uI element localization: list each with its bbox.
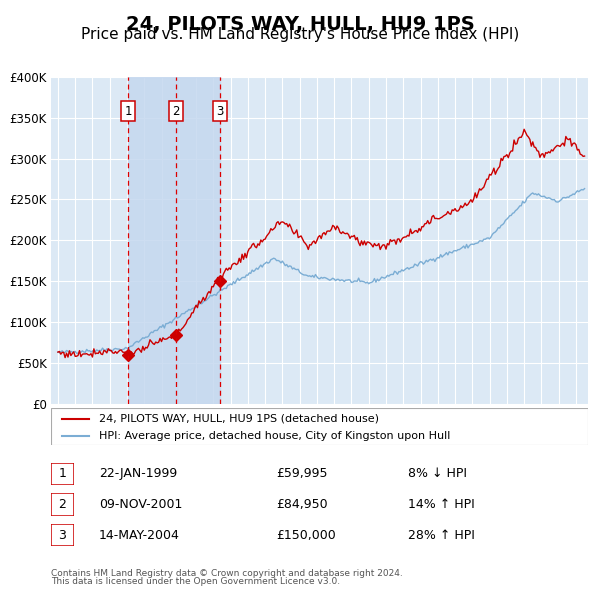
Text: £150,000: £150,000 bbox=[276, 529, 336, 542]
Text: 22-JAN-1999: 22-JAN-1999 bbox=[99, 467, 177, 480]
FancyBboxPatch shape bbox=[51, 524, 74, 546]
Text: 28% ↑ HPI: 28% ↑ HPI bbox=[408, 529, 475, 542]
Text: This data is licensed under the Open Government Licence v3.0.: This data is licensed under the Open Gov… bbox=[51, 578, 340, 586]
Text: 2: 2 bbox=[173, 104, 180, 117]
Text: 14% ↑ HPI: 14% ↑ HPI bbox=[408, 498, 475, 511]
Text: Price paid vs. HM Land Registry's House Price Index (HPI): Price paid vs. HM Land Registry's House … bbox=[81, 27, 519, 41]
Text: 14-MAY-2004: 14-MAY-2004 bbox=[99, 529, 180, 542]
Text: 3: 3 bbox=[216, 104, 223, 117]
Text: 24, PILOTS WAY, HULL, HU9 1PS: 24, PILOTS WAY, HULL, HU9 1PS bbox=[125, 15, 475, 34]
Text: 2: 2 bbox=[58, 498, 67, 511]
Text: £84,950: £84,950 bbox=[276, 498, 328, 511]
Text: 24, PILOTS WAY, HULL, HU9 1PS (detached house): 24, PILOTS WAY, HULL, HU9 1PS (detached … bbox=[100, 414, 379, 424]
Text: 3: 3 bbox=[58, 529, 67, 542]
Text: 8% ↓ HPI: 8% ↓ HPI bbox=[408, 467, 467, 480]
Text: Contains HM Land Registry data © Crown copyright and database right 2024.: Contains HM Land Registry data © Crown c… bbox=[51, 569, 403, 578]
FancyBboxPatch shape bbox=[51, 493, 74, 516]
Bar bbox=[128, 77, 220, 404]
Text: £59,995: £59,995 bbox=[276, 467, 328, 480]
FancyBboxPatch shape bbox=[51, 463, 74, 485]
FancyBboxPatch shape bbox=[51, 408, 588, 445]
Text: 1: 1 bbox=[58, 467, 67, 480]
Text: HPI: Average price, detached house, City of Kingston upon Hull: HPI: Average price, detached house, City… bbox=[100, 431, 451, 441]
Text: 09-NOV-2001: 09-NOV-2001 bbox=[99, 498, 182, 511]
Text: 1: 1 bbox=[124, 104, 131, 117]
